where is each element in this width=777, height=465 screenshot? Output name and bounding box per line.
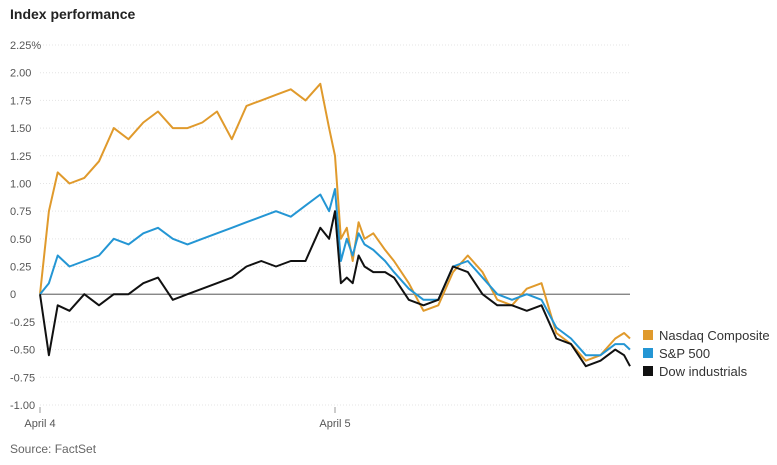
legend-swatch <box>643 330 653 340</box>
chart-title: Index performance <box>10 6 136 22</box>
x-axis-ticks: April 4 April 5 <box>24 407 351 430</box>
y-axis-ticks: 2.25% 2.00 1.75 1.50 1.25 1.00 0.75 0.50 0.25 0 -0… <box>10 40 41 412</box>
y-tick-label: 1.50 <box>10 123 31 135</box>
series-lines <box>39 82 631 368</box>
series-line-0 <box>39 82 631 362</box>
x-tick-label: April 5 <box>319 418 350 430</box>
y-tick-label: 0.50 <box>10 234 31 246</box>
y-tick-label: -1.00 <box>10 400 35 412</box>
y-tick-label: 1.75 <box>10 95 31 107</box>
y-tick-label: 2.25% <box>10 40 41 52</box>
legend: Nasdaq Composite S&P 500 Dow industrials <box>643 328 770 379</box>
legend-label: S&P 500 <box>659 346 710 361</box>
source-note: Source: FactSet <box>10 442 97 456</box>
y-tick-label: -0.75 <box>10 372 35 384</box>
series-line-2 <box>39 210 631 368</box>
x-tick-label: April 4 <box>24 418 55 430</box>
y-tick-label: -0.25 <box>10 317 35 329</box>
legend-swatch <box>643 366 653 376</box>
legend-label: Nasdaq Composite <box>659 328 770 343</box>
y-tick-label: 2.00 <box>10 68 31 80</box>
series-line-1 <box>39 188 631 357</box>
y-tick-label: 0.25 <box>10 262 31 274</box>
y-tick-label: -0.50 <box>10 345 35 357</box>
legend-swatch <box>643 348 653 358</box>
y-tick-label: 1.00 <box>10 178 31 190</box>
legend-label: Dow industrials <box>659 364 748 379</box>
y-tick-label: 0 <box>10 289 16 301</box>
y-tick-label: 0.75 <box>10 206 31 218</box>
gridlines <box>40 44 630 406</box>
y-tick-label: 1.25 <box>10 151 31 163</box>
